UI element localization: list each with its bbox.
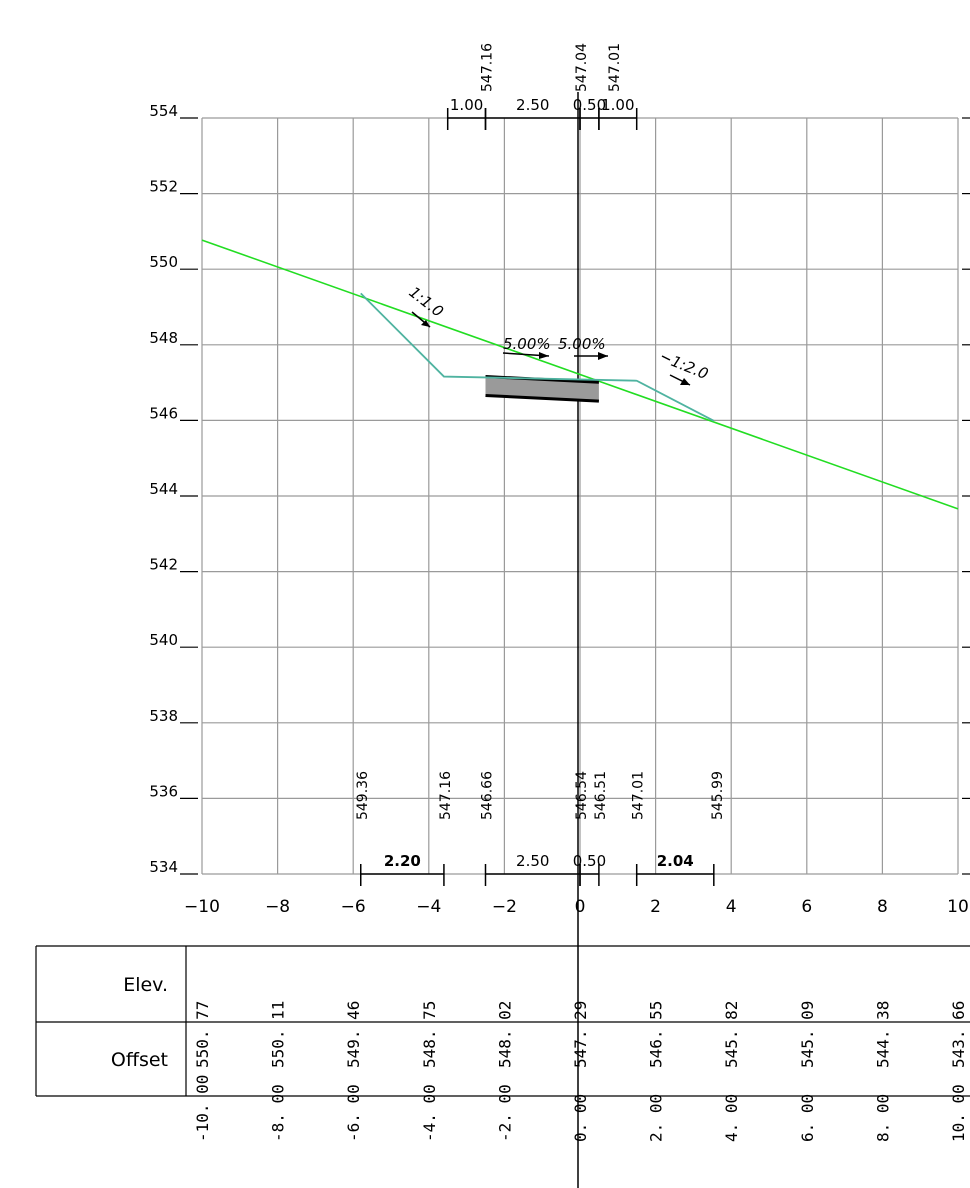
elevation-value: 548. 02 [495,1001,514,1068]
offset-value: 0. 00 [571,1094,590,1142]
x-tick-label: 2 [650,897,661,917]
row-label-offset: Offset [111,1049,168,1071]
top-dimension-label: 1.00 [450,96,483,114]
slope-arrows [411,311,691,386]
row-label-elev: Elev. [123,974,168,996]
bottom-dimension-label: 2.04 [657,852,694,870]
top-dimension-label: 0.50 [573,96,606,114]
y-tick-label: 554 [149,102,178,120]
slope-label-right: 1:2.0 [669,352,711,383]
offset-value: 2. 00 [647,1094,666,1142]
elevation-value: 550. 77 [193,1001,212,1068]
elevation-value: 548. 75 [420,1001,439,1068]
offset-value: -4. 00 [420,1084,439,1142]
y-tick-label: 542 [149,556,178,574]
elevation-value: 546. 55 [647,1001,666,1068]
offset-value: 10. 00 [949,1084,968,1142]
elevation-value: 550. 11 [269,1001,288,1068]
x-tick-label: 8 [877,897,888,917]
y-axis-labels: 554 552 550 548 546 544 542 540 538 536 534 [149,102,178,876]
point-elevation-label: 546.51 [593,771,609,820]
offset-value: -10. 00 [193,1075,212,1142]
y-tick-label: 538 [149,707,178,725]
table-values: 550. 77 550. 11 549. 46 548. 75 548. 02 547. … [193,1001,968,1142]
x-tick-label: 6 [801,897,812,917]
top-elevation-label: 547.04 [574,43,590,92]
pavement-bottom-line [485,393,599,403]
y-tick-label: 534 [149,858,178,876]
x-tick-label: 4 [726,897,737,917]
top-dimension-label: 2.50 [516,96,549,114]
offset-value: -8. 00 [269,1084,288,1142]
elevation-value: 544. 38 [873,1001,892,1068]
x-tick-label: −2 [492,897,517,917]
y-tick-label: 552 [149,178,178,196]
elevation-value: 545. 82 [722,1001,741,1068]
offset-value: 6. 00 [798,1094,817,1142]
point-elevation-label: 547.01 [631,771,647,820]
x-tick-label: −8 [265,897,290,917]
elevation-value: 543. 66 [949,1001,968,1068]
point-elevation-label: 546.66 [480,771,496,820]
elevation-value: 549. 46 [344,1001,363,1068]
point-elevation-labels: 549.36 547.16 546.66 546.54 546.51 547.01 545.… [355,43,726,820]
y-tick-label: 546 [149,404,178,422]
y-tick-label: 550 [149,253,178,271]
x-tick-label: −6 [341,897,366,917]
elevation-value: 545. 09 [798,1001,817,1068]
data-table: Elev. Offset 550. 77 550. 11 549. 46 548. 7… [35,945,970,1142]
slope-label-crossfall-left: 5.00% [503,335,551,353]
offset-value: -6. 00 [344,1084,363,1142]
surfaces [201,239,959,510]
design-surface-line [360,292,715,422]
offset-value: 8. 00 [873,1094,892,1142]
top-elevation-label: 547.01 [607,43,623,92]
grid [180,117,970,875]
offset-value: 4. 00 [722,1094,741,1142]
bottom-dimension-label: 0.50 [573,852,606,870]
top-elevation-label: 547.16 [480,43,496,92]
x-tick-label: −4 [416,897,441,917]
x-tick-label: 10 [947,897,969,917]
offset-value: -2. 00 [495,1084,514,1142]
point-elevation-label: 546.54 [574,771,590,820]
elevation-value: 547. 29 [571,1001,590,1068]
y-tick-label: 544 [149,480,178,498]
point-elevation-label: 549.36 [355,771,371,820]
point-elevation-label: 547.16 [438,771,454,820]
x-tick-label: −10 [184,897,220,917]
pavement-section [485,376,599,402]
bottom-dimension-label: 2.20 [384,852,421,870]
x-tick-label: 0 [575,897,586,917]
existing-ground-line [201,239,959,510]
x-axis-labels: −10 −8 −6 −4 −2 0 2 4 6 8 10 [184,897,969,917]
y-tick-label: 540 [149,631,178,649]
point-elevation-label: 545.99 [710,771,726,820]
bottom-dimension-label: 2.50 [516,852,549,870]
dimension-lines: 1.00 2.50 0.501.002.20 2.50 0.50 2.04 [360,96,715,886]
y-tick-label: 548 [149,329,178,347]
slope-label-crossfall-right: 5.00% [558,335,606,353]
top-dimension-label: 1.00 [601,96,634,114]
y-tick-label: 536 [149,782,178,800]
